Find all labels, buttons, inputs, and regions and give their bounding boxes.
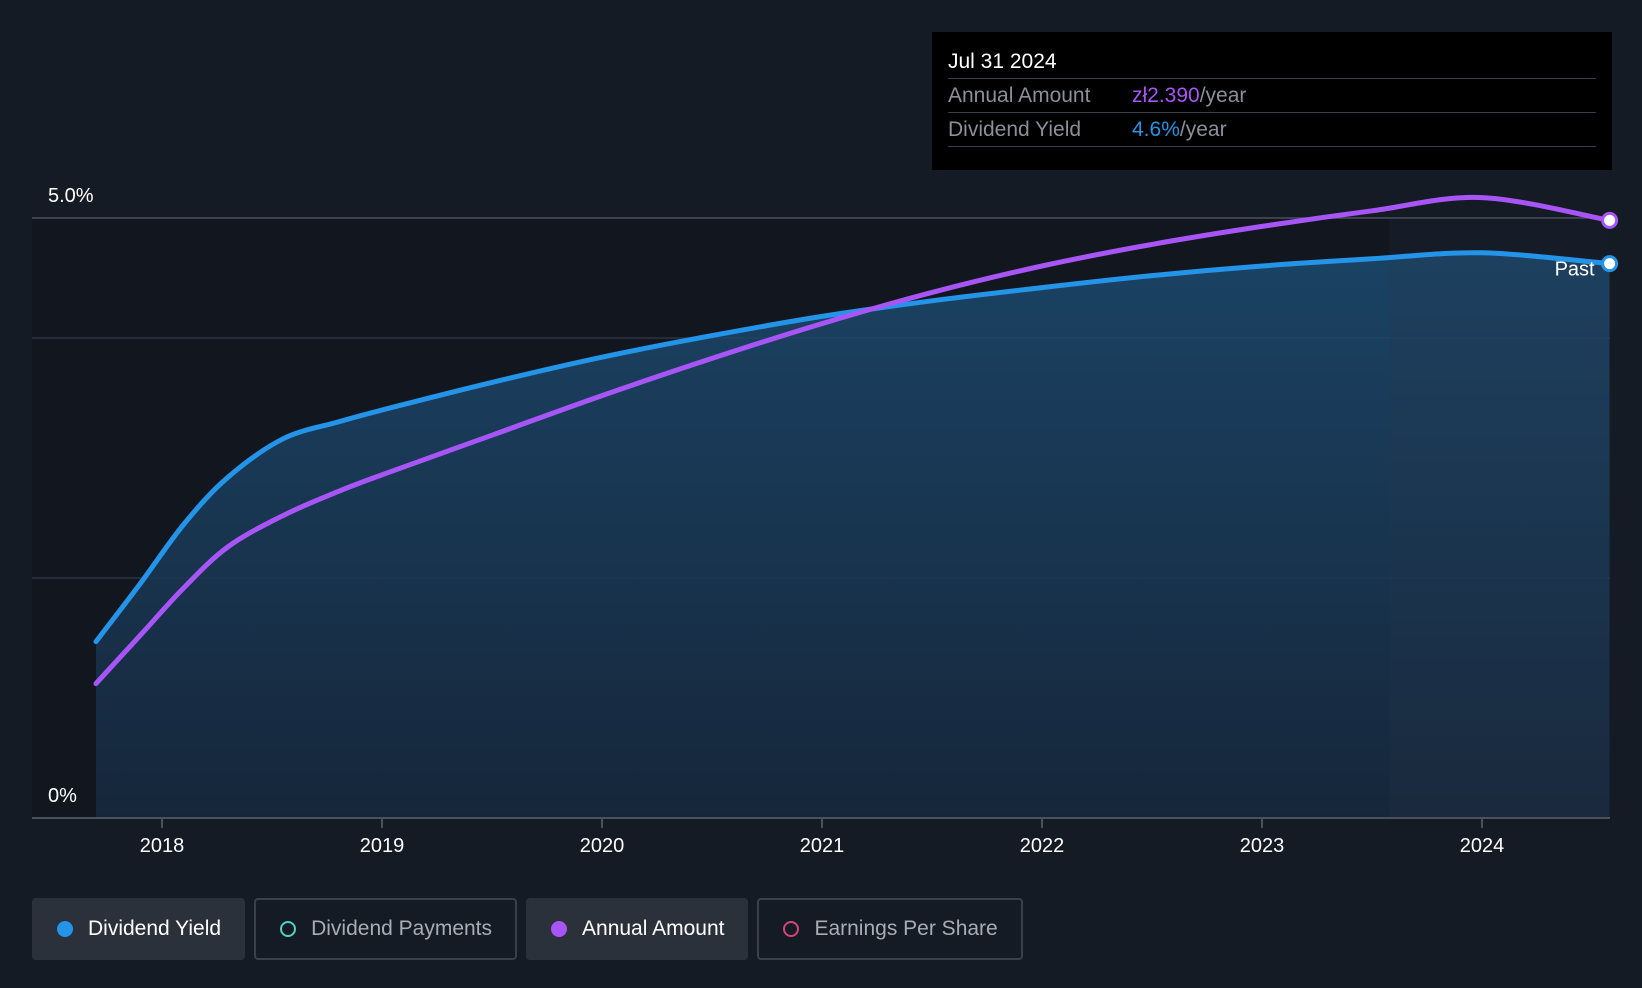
past-label: Past [1555, 259, 1595, 281]
legend-label: Dividend Yield [88, 917, 222, 940]
tooltip-unit: /year [1179, 118, 1227, 141]
ring-icon [783, 921, 800, 937]
legend-label: Annual Amount [582, 917, 725, 940]
tooltip: Jul 31 2024 Annual Amount zł2.390 /year … [932, 32, 1612, 170]
past-region [1389, 218, 1610, 818]
legend-dividend-yield-button[interactable]: Dividend Yield [32, 898, 246, 960]
tooltip-row-annual-amount: Annual Amount zł2.390 /year [948, 79, 1596, 113]
x-tick-label: 2019 [360, 835, 405, 857]
dividend-yield-area [96, 252, 1610, 819]
tooltip-date: Jul 31 2024 [948, 46, 1596, 79]
legend: Dividend Yield Dividend Payments Annual … [32, 898, 1023, 960]
chart-area: Past 2018 2019 2020 2021 2022 2023 2024 5.0% 0% [32, 185, 1619, 857]
ring-icon [280, 921, 297, 937]
annual-amount-end-point [1601, 211, 1619, 229]
y-axis-top-label: 5.0% [48, 185, 94, 207]
dot-icon [57, 921, 73, 937]
x-tick-label: 2021 [800, 835, 845, 857]
x-tick-label: 2023 [1240, 835, 1285, 857]
x-tick-label: 2022 [1020, 835, 1065, 857]
dividend-yield-line [93, 250, 1613, 645]
tooltip-key: Annual Amount [948, 84, 1091, 107]
legend-label: Earnings Per Share [814, 917, 998, 940]
tooltip-value: zł2.390 [1132, 84, 1200, 107]
legend-earnings-per-share-button[interactable]: Earnings Per Share [757, 898, 1023, 960]
x-tick-label: 2018 [140, 835, 185, 857]
x-tick-label: 2024 [1460, 835, 1505, 857]
x-tick-label: 2020 [580, 835, 625, 857]
tooltip-value: 4.6% [1132, 118, 1180, 141]
annual-amount-line [93, 194, 1613, 687]
legend-dividend-payments-button[interactable]: Dividend Payments [254, 898, 518, 960]
dividend-yield-end-point [1601, 255, 1619, 273]
legend-label: Dividend Payments [311, 917, 493, 940]
tooltip-row-dividend-yield: Dividend Yield 4.6% /year [948, 113, 1596, 147]
legend-annual-amount-button[interactable]: Annual Amount [526, 898, 749, 960]
dot-icon [551, 921, 568, 937]
tooltip-unit: /year [1199, 84, 1247, 107]
tooltip-key: Dividend Yield [948, 118, 1082, 141]
y-axis-bottom-label: 0% [48, 785, 77, 807]
